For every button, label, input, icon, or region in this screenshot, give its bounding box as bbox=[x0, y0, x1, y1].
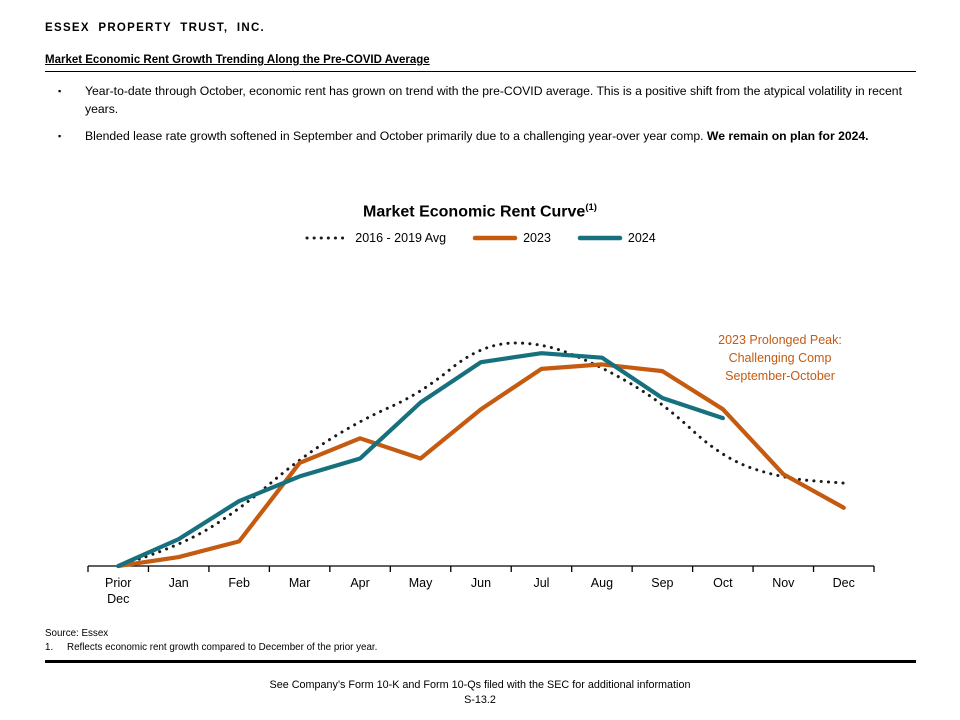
series-line-2024 bbox=[116, 351, 725, 569]
source-note: Source: Essex bbox=[45, 628, 109, 639]
legend-item-2024: 2024 bbox=[577, 231, 656, 245]
x-axis-label: Apr bbox=[350, 576, 369, 590]
x-axis-label: Sep bbox=[651, 576, 673, 590]
x-axis-label: Jun bbox=[471, 576, 491, 590]
heading-rule: Market Economic Rent Growth Trending Alo… bbox=[45, 50, 916, 72]
legend-item-2016-2019-avg: 2016 - 2019 Avg bbox=[304, 231, 446, 245]
chart-annotation: 2023 Prolonged Peak: Challenging Comp Sept… bbox=[690, 331, 870, 385]
legend-swatch bbox=[577, 235, 623, 241]
x-axis-label: Jan bbox=[169, 576, 189, 590]
legend-label: 2016 - 2019 Avg bbox=[355, 231, 447, 245]
bullet-text-normal: Blended lease rate growth softened in Se… bbox=[85, 129, 704, 143]
legend-swatch bbox=[305, 236, 349, 240]
x-axis-label: May bbox=[409, 576, 433, 590]
annotation-line: Challenging Comp bbox=[728, 351, 832, 366]
bullet-text: Blended lease rate growth softened in Se… bbox=[85, 127, 869, 145]
bullet-marker: ▪ bbox=[58, 86, 62, 96]
x-axis-label: Dec bbox=[833, 576, 855, 590]
x-axis-label: Feb bbox=[228, 576, 250, 590]
chart-title-text: Market Economic Rent Curve bbox=[363, 203, 586, 221]
legend-label: 2024 bbox=[627, 231, 656, 245]
series-line-2016-2019-avg bbox=[116, 341, 846, 568]
bullet-item: ▪ Year-to-date through October, economic… bbox=[58, 82, 908, 118]
annotation-line: 2023 Prolonged Peak: bbox=[718, 333, 842, 347]
legend-swatch bbox=[472, 235, 518, 241]
chart-title-superscript: (1) bbox=[585, 202, 597, 213]
x-axis-label: Oct bbox=[713, 576, 733, 590]
x-axis-label: Nov bbox=[772, 576, 795, 590]
chart-legend: 2016 - 2019 Avg 2023 2024 bbox=[0, 231, 960, 245]
slide-heading: Market Economic Rent Growth Trending Alo… bbox=[45, 54, 430, 66]
x-axis-label: Prior Dec bbox=[105, 576, 131, 606]
x-axis-label: Aug bbox=[591, 576, 613, 590]
rent-curve-chart: Prior Dec Jan Feb Mar Apr May Jun Jul Aug Sep Oct No… bbox=[87, 341, 875, 606]
company-name: ESSEX PROPERTY TRUST, INC. bbox=[45, 22, 266, 34]
footer-note: See Company's Form 10-K and Form 10-Qs f… bbox=[269, 679, 691, 691]
x-axis-label: Jul bbox=[533, 576, 549, 590]
annotation-line: September-October bbox=[725, 369, 835, 384]
bullet-text: Year-to-date through October, economic r… bbox=[85, 82, 908, 118]
legend-label: 2023 bbox=[523, 231, 551, 245]
chart-region: Prior Dec Jan Feb Mar Apr May Jun Jul Aug Sep Oct No… bbox=[0, 280, 960, 620]
bullet-item: ▪ Blended lease rate growth softened in … bbox=[58, 127, 908, 145]
page-number: S-13.2 bbox=[464, 694, 496, 706]
footnote-list: 1. Reflects economic rent growth compare… bbox=[45, 642, 377, 653]
series-line-2023 bbox=[116, 362, 846, 569]
footnote-number: 1. bbox=[45, 642, 54, 653]
footnote-item: 1. Reflects economic rent growth compare… bbox=[45, 642, 377, 653]
footnote-text: Reflects economic rent growth compared t… bbox=[67, 642, 378, 653]
x-axis-label: Mar bbox=[289, 576, 311, 590]
legend-item-2023: 2023 bbox=[472, 231, 551, 245]
bullet-list: ▪ Year-to-date through October, economic… bbox=[58, 82, 908, 154]
bullet-text-normal: Year-to-date through October, economic r… bbox=[85, 84, 902, 116]
footer-divider bbox=[45, 660, 916, 663]
bullet-text-bold: We remain on plan for 2024. bbox=[706, 129, 869, 143]
bullet-marker: ▪ bbox=[58, 131, 62, 141]
chart-title: Market Economic Rent Curve(1) bbox=[0, 202, 960, 221]
